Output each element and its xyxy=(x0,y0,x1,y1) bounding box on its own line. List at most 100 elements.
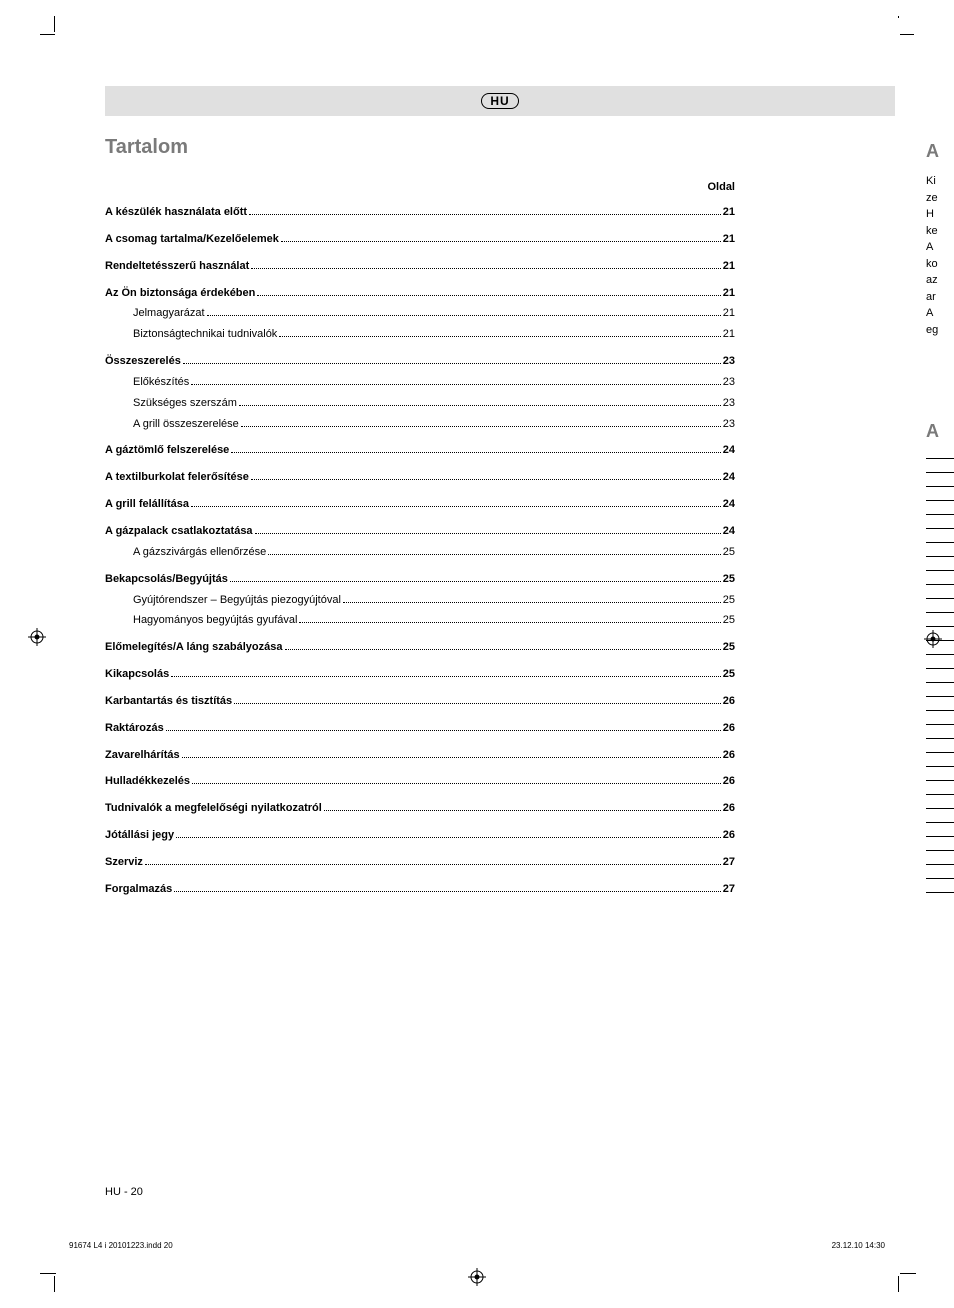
text-fragment: ke xyxy=(926,223,954,240)
toc-entry-page-number: 21 xyxy=(723,306,735,321)
toc-leader-dots xyxy=(166,723,721,731)
toc-entry: Jótállási jegy26 xyxy=(105,828,735,843)
toc-leader-dots xyxy=(249,207,721,215)
toc-entry-page-number: 25 xyxy=(723,667,735,682)
toc-entry-page-number: 25 xyxy=(723,593,735,608)
toc-entry: Az Ön biztonsága érdekében 21 xyxy=(105,286,735,301)
table-row-edge xyxy=(926,752,954,766)
toc-entry-page-number: 26 xyxy=(723,748,735,763)
toc-entry-label: Bekapcsolás/Begyújtás xyxy=(105,572,228,587)
registration-mark-icon xyxy=(924,630,942,653)
toc-entry-page-number: 21 xyxy=(723,286,735,301)
toc-leader-dots xyxy=(176,830,721,838)
toc-entry-label: Az Ön biztonsága érdekében xyxy=(105,286,255,301)
toc-leader-dots xyxy=(192,777,721,785)
text-fragment: ar xyxy=(926,289,954,306)
toc-leader-dots xyxy=(145,857,721,865)
toc-leader-dots xyxy=(191,377,721,385)
toc-subentry: Hagyományos begyújtás gyufával25 xyxy=(105,613,735,628)
toc-entry-page-number: 25 xyxy=(723,545,735,560)
toc-page-column-header: Oldal xyxy=(105,181,735,193)
text-fragment: A xyxy=(926,239,954,256)
toc-entry-page-number: 23 xyxy=(723,354,735,369)
next-page-table-edge xyxy=(926,458,954,906)
toc-subentry: Gyújtórendszer – Begyújtás piezogyújtóva… xyxy=(105,593,735,608)
toc-entry-page-number: 23 xyxy=(723,375,735,390)
toc-entry-page-number: 26 xyxy=(723,721,735,736)
toc-entry: Összeszerelés 23 xyxy=(105,354,735,369)
table-row-edge xyxy=(926,766,954,780)
toc-entry-label: A csomag tartalma/Kezelőelemek xyxy=(105,232,279,247)
toc-entry-label: Összeszerelés xyxy=(105,354,181,369)
toc-entry: Karbantartás és tisztítás 26 xyxy=(105,694,735,709)
toc-entry-label: A textilburkolat felerősítése xyxy=(105,470,249,485)
toc-entry-page-number: 21 xyxy=(723,232,735,247)
table-row-edge xyxy=(926,486,954,500)
document-page: HU Tartalom Oldal A készülék használata … xyxy=(55,18,899,1268)
table-row-edge xyxy=(926,878,954,892)
toc-entry: Szerviz27 xyxy=(105,855,735,870)
text-fragment: A xyxy=(926,305,954,322)
toc-entry-label: A grill felállítása xyxy=(105,497,189,512)
table-row-edge xyxy=(926,500,954,514)
table-row-edge xyxy=(926,780,954,794)
toc-entry-page-number: 25 xyxy=(723,613,735,628)
toc-leader-dots xyxy=(171,669,721,677)
toc-entry: Előmelegítés/A láng szabályozása25 xyxy=(105,640,735,655)
toc-leader-dots xyxy=(230,574,721,582)
table-row-edge xyxy=(926,514,954,528)
toc-entry-page-number: 26 xyxy=(723,801,735,816)
toc-entry: A gáztömlő felszerelése24 xyxy=(105,443,735,458)
toc-entry-page-number: 23 xyxy=(723,396,735,411)
page-footer: HU - 20 xyxy=(105,1186,143,1198)
toc-leader-dots xyxy=(191,499,721,507)
toc-entry-page-number: 21 xyxy=(723,205,735,220)
table-row-edge xyxy=(926,570,954,584)
table-row-edge xyxy=(926,710,954,724)
table-row-edge xyxy=(926,794,954,808)
toc-entry-label: Karbantartás és tisztítás xyxy=(105,694,232,709)
toc-entry: Hulladékkezelés26 xyxy=(105,774,735,789)
toc-entry: Raktározás 26 xyxy=(105,721,735,736)
toc-entry-page-number: 27 xyxy=(723,882,735,897)
toc-leader-dots xyxy=(285,643,721,651)
toc-subentry: A grill összeszerelése23 xyxy=(105,417,735,432)
page-title: Tartalom xyxy=(105,136,735,159)
text-fragment: H xyxy=(926,206,954,223)
imprint-timestamp: 23.12.10 14:30 xyxy=(832,1241,885,1250)
toc-entry-page-number: 26 xyxy=(723,694,735,709)
toc-content: Tartalom Oldal A készülék használata elő… xyxy=(105,136,735,903)
table-row-edge xyxy=(926,850,954,864)
toc-entry-page-number: 26 xyxy=(723,828,735,843)
toc-entry: A grill felállítása 24 xyxy=(105,497,735,512)
toc-entry: A készülék használata előtt21 xyxy=(105,205,735,220)
adjacent-page-sliver: A KizeHkeAkoazarAeg A xyxy=(914,18,954,1268)
toc-entry-page-number: 25 xyxy=(723,640,735,655)
toc-entry-page-number: 23 xyxy=(723,417,735,432)
toc-entry-label: Raktározás xyxy=(105,721,164,736)
toc-subentry: Előkészítés23 xyxy=(105,375,735,390)
toc-leader-dots xyxy=(343,595,721,603)
toc-subentry: Biztonságtechnikai tudnivalók 21 xyxy=(105,327,735,342)
toc-entry: A textilburkolat felerősítése 24 xyxy=(105,470,735,485)
registration-mark-icon xyxy=(468,1268,486,1286)
toc-entry-label: A gáztömlő felszerelése xyxy=(105,443,229,458)
toc-entry: A csomag tartalma/Kezelőelemek 21 xyxy=(105,232,735,247)
toc-entry-page-number: 24 xyxy=(723,497,735,512)
toc-list: A készülék használata előtt21 A csomag ta… xyxy=(105,205,735,897)
toc-entry-page-number: 24 xyxy=(723,470,735,485)
toc-entry-page-number: 21 xyxy=(723,327,735,342)
toc-leader-dots xyxy=(207,309,721,317)
table-row-edge xyxy=(926,682,954,696)
toc-entry-page-number: 27 xyxy=(723,855,735,870)
toc-entry-label: Jelmagyarázat xyxy=(105,306,205,321)
toc-leader-dots xyxy=(182,750,721,758)
table-row-edge xyxy=(926,696,954,710)
toc-entry-page-number: 26 xyxy=(723,774,735,789)
toc-entry-label: Biztonságtechnikai tudnivalók xyxy=(105,327,277,342)
toc-leader-dots xyxy=(234,696,721,704)
toc-leader-dots xyxy=(251,473,721,481)
toc-entry: Zavarelhárítás26 xyxy=(105,748,735,763)
table-row-edge xyxy=(926,668,954,682)
toc-leader-dots xyxy=(281,234,721,242)
